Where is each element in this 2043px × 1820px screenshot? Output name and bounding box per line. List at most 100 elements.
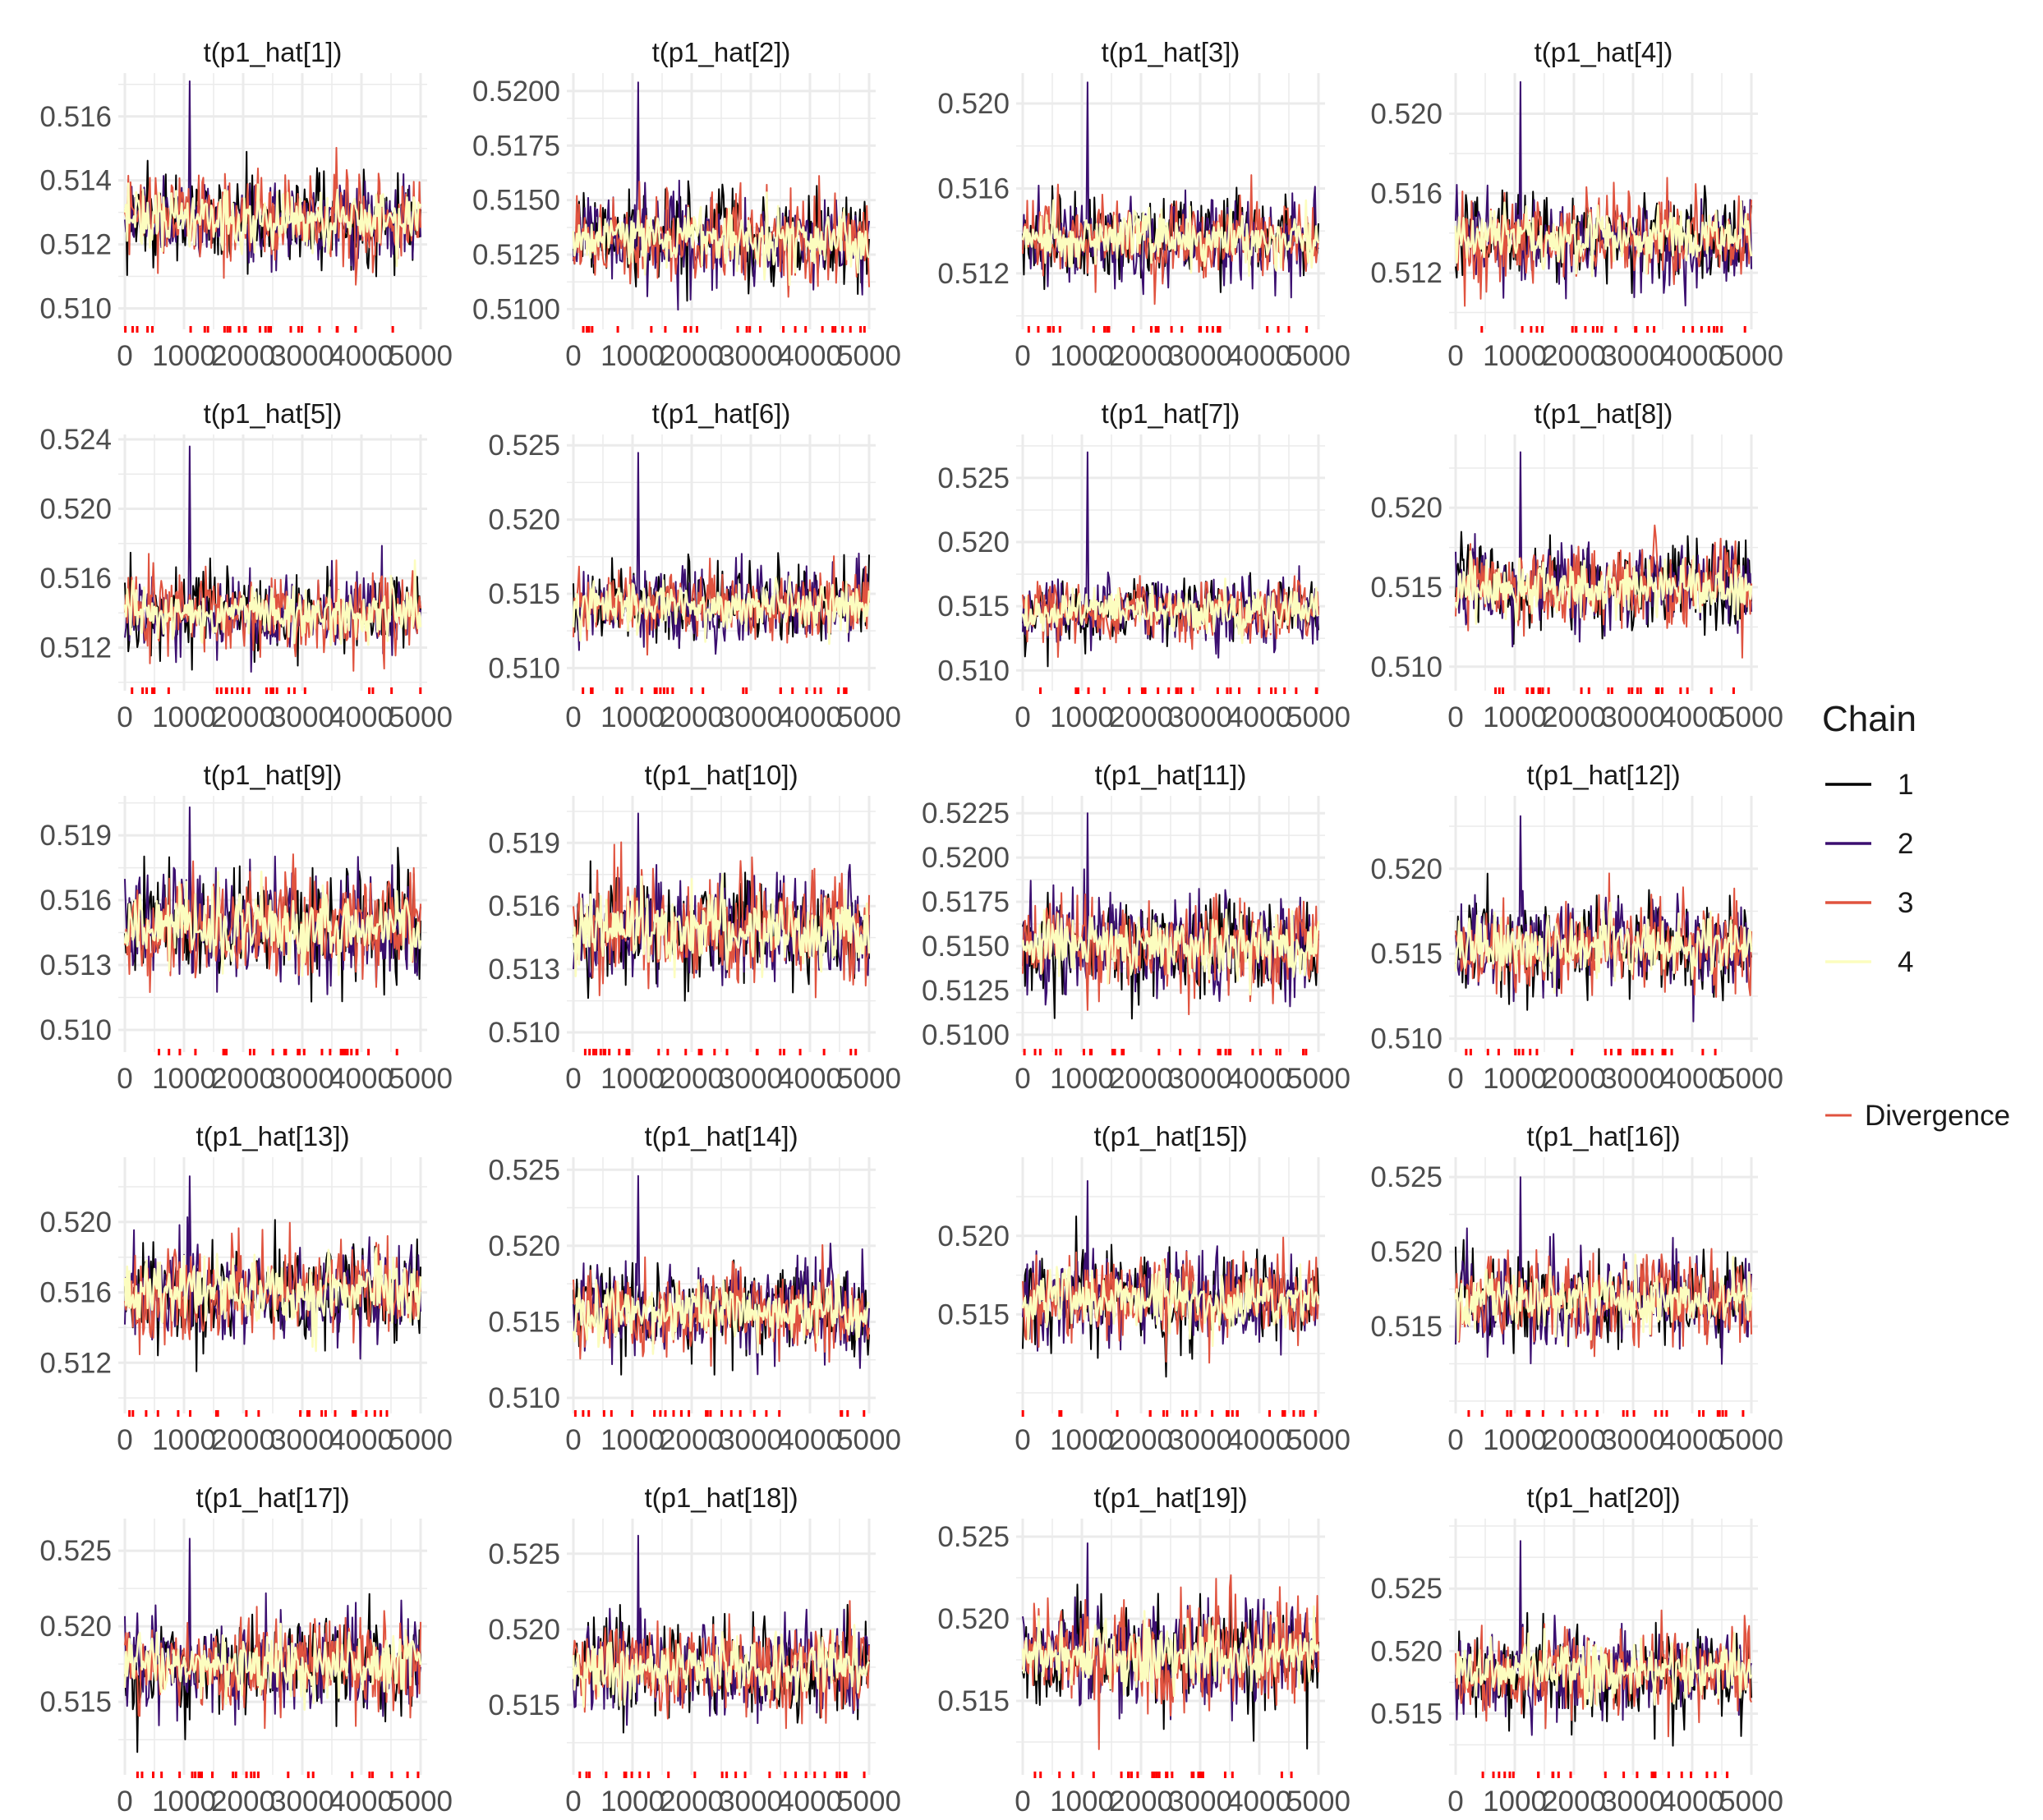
x-tick-label: 5000	[1286, 340, 1350, 372]
x-tick-label: 2000	[660, 1786, 724, 1818]
legend-divergence-label: Divergence	[1865, 1100, 2010, 1132]
x-tick-label: 0	[1447, 340, 1463, 372]
y-tick-label: 0.520	[937, 88, 1010, 120]
y-tick-label: 0.512	[937, 258, 1010, 290]
panel-title: t(p1_hat[14])	[644, 1121, 798, 1151]
y-tick-label: 0.510	[39, 1014, 112, 1046]
x-tick-label: 1000	[600, 1424, 665, 1456]
x-tick-label: 4000	[1660, 1063, 1724, 1095]
x-tick-label: 3000	[1601, 701, 1665, 733]
trace-panel: t(p1_hat[7]) 0.510 0.515 0.520 0.525 0 1000200…	[937, 398, 1350, 733]
y-tick-label: 0.525	[937, 1521, 1010, 1553]
x-tick-label: 0	[1015, 1424, 1030, 1456]
x-tick-label: 5000	[389, 1424, 453, 1456]
x-tick-label: 0	[1015, 1786, 1030, 1818]
x-tick-label: 2000	[660, 701, 724, 733]
x-tick-label: 4000	[1660, 1786, 1724, 1818]
chain-4-trace	[1021, 199, 1320, 278]
x-tick-label: 3000	[719, 1424, 783, 1456]
y-tick-label: 0.516	[39, 1277, 112, 1309]
x-tick-label: 4000	[778, 1063, 842, 1095]
x-tick-label: 3000	[270, 1786, 334, 1818]
x-tick-label: 2000	[660, 1063, 724, 1095]
x-tick-label: 3000	[1601, 1786, 1665, 1818]
panel-title: t(p1_hat[11])	[1095, 760, 1247, 790]
x-tick-label: 1000	[1050, 1786, 1114, 1818]
y-tick-label: 0.520	[1370, 492, 1443, 524]
y-tick-label: 0.510	[488, 1382, 560, 1414]
x-tick-label: 4000	[1660, 1424, 1724, 1456]
chain-3-trace	[1022, 1236, 1319, 1364]
y-tick-label: 0.510	[1370, 1023, 1443, 1055]
panel-title: t(p1_hat[20])	[1526, 1482, 1680, 1513]
y-tick-label: 0.515	[488, 578, 560, 610]
legend: Chain 1 2 3 4 Divergence	[1822, 699, 2010, 1132]
chain-4-trace	[1454, 901, 1753, 995]
x-tick-label: 0	[565, 1786, 581, 1818]
x-tick-label: 3000	[1601, 340, 1665, 372]
x-tick-label: 3000	[1168, 1424, 1232, 1456]
panel-title: t(p1_hat[19])	[1093, 1482, 1247, 1513]
panel-title: t(p1_hat[8])	[1535, 398, 1673, 429]
y-tick-label: 0.525	[488, 430, 560, 462]
chain-4-trace	[572, 1273, 871, 1355]
y-tick-label: 0.515	[937, 591, 1010, 623]
panel-title: t(p1_hat[17])	[196, 1482, 349, 1513]
y-tick-label: 0.514	[39, 165, 112, 197]
y-tick-label: 0.520	[39, 1206, 112, 1239]
y-tick-label: 0.5200	[922, 842, 1010, 874]
x-tick-label: 3000	[1168, 1786, 1232, 1818]
chain-3-trace	[573, 1243, 870, 1367]
chain-4-trace	[572, 191, 870, 287]
x-tick-label: 3000	[270, 340, 334, 372]
y-tick-label: 0.510	[937, 655, 1010, 687]
y-tick-label: 0.513	[39, 949, 112, 981]
x-tick-label: 0	[1447, 701, 1463, 733]
x-tick-label: 1000	[1483, 1424, 1547, 1456]
y-tick-label: 0.520	[937, 1220, 1010, 1252]
x-tick-label: 1000	[152, 1424, 216, 1456]
panel-title: t(p1_hat[6])	[652, 398, 791, 429]
trace-panel: t(p1_hat[6]) 0.510 0.515 0.520 0.525 0 1000200…	[488, 398, 901, 733]
x-tick-label: 4000	[778, 340, 842, 372]
chain-3-trace	[573, 175, 870, 298]
x-tick-label: 4000	[1227, 1424, 1291, 1456]
x-tick-label: 3000	[1601, 1063, 1665, 1095]
panel-title: t(p1_hat[2])	[652, 37, 791, 67]
x-tick-label: 4000	[778, 1424, 842, 1456]
y-tick-label: 0.510	[488, 1017, 560, 1049]
y-tick-label: 0.5150	[472, 185, 560, 217]
panel-title: t(p1_hat[3])	[1102, 37, 1240, 67]
x-tick-label: 4000	[329, 1424, 393, 1456]
x-tick-label: 1000	[1050, 1063, 1114, 1095]
x-tick-label: 2000	[1109, 1424, 1173, 1456]
x-tick-label: 1000	[152, 701, 216, 733]
legend-label-chain-1: 1	[1898, 769, 1913, 801]
x-tick-label: 1000	[600, 701, 665, 733]
x-tick-label: 2000	[1542, 1424, 1606, 1456]
y-tick-label: 0.5200	[472, 76, 560, 108]
x-tick-label: 2000	[211, 1786, 275, 1818]
panel-title: t(p1_hat[13])	[196, 1121, 349, 1151]
x-tick-label: 5000	[1286, 1786, 1350, 1818]
y-tick-label: 0.520	[488, 1614, 560, 1646]
chain-4-trace	[123, 1247, 422, 1353]
x-tick-label: 3000	[719, 1786, 783, 1818]
legend-label-chain-2: 2	[1898, 828, 1913, 860]
x-tick-label: 2000	[211, 340, 275, 372]
y-tick-label: 0.519	[39, 820, 112, 852]
y-tick-label: 0.5125	[922, 975, 1010, 1007]
x-tick-label: 5000	[389, 1786, 453, 1818]
x-tick-label: 0	[565, 340, 581, 372]
y-tick-label: 0.525	[39, 1535, 112, 1567]
y-tick-label: 0.519	[488, 827, 560, 859]
trace-panel: t(p1_hat[4]) 0.512 0.516 0.520 0 100020003000…	[1370, 37, 1783, 372]
x-tick-label: 3000	[1168, 1063, 1232, 1095]
y-tick-label: 0.512	[1370, 257, 1443, 289]
x-tick-label: 4000	[1660, 340, 1724, 372]
x-tick-label: 1000	[1050, 340, 1114, 372]
x-tick-label: 5000	[389, 340, 453, 372]
x-tick-label: 0	[117, 1424, 132, 1456]
chain-2-trace	[573, 1174, 870, 1376]
chain-4-trace	[1454, 550, 1753, 625]
